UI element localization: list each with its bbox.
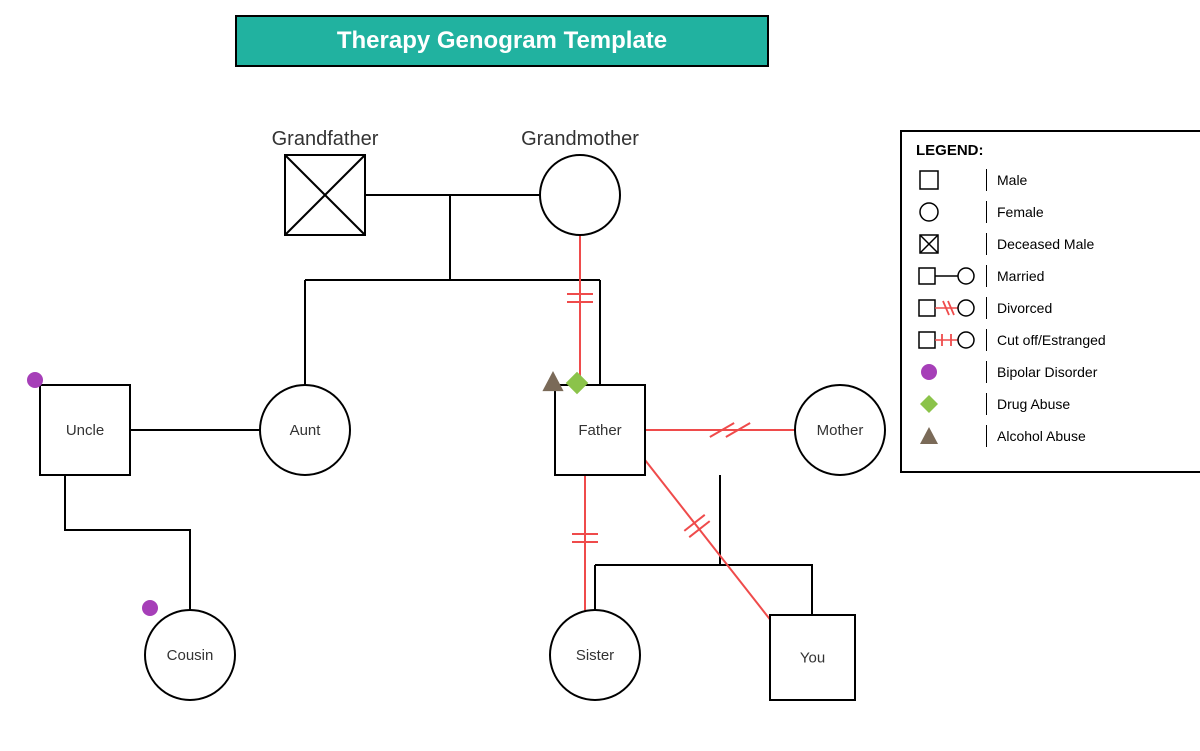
genogram-canvas: Therapy Genogram Template GrandfatherGra… [0, 0, 1200, 751]
svg-text:You: You [800, 650, 825, 667]
legend-title: LEGEND: [916, 142, 1196, 159]
legend-label: Alcohol Abuse [987, 428, 1086, 444]
legend-symbol-deceasedMale [916, 233, 987, 255]
legend-rows: Male Female Deceased Male Married Divorced Cu… [916, 169, 1196, 447]
legend-row-male: Male [916, 169, 1196, 191]
svg-text:Uncle: Uncle [66, 422, 104, 439]
legend-symbol-bipolar [916, 361, 987, 383]
svg-text:Grandfather: Grandfather [272, 128, 379, 150]
legend-label: Bipolar Disorder [987, 364, 1097, 380]
legend-label: Cut off/Estranged [987, 332, 1106, 348]
legend-symbol-female [916, 201, 987, 223]
legend-row-married: Married [916, 265, 1196, 287]
legend-label: Divorced [987, 300, 1052, 316]
legend-label: Deceased Male [987, 236, 1094, 252]
legend-label: Male [987, 172, 1027, 188]
legend-label: Married [987, 268, 1044, 284]
legend-label: Drug Abuse [987, 396, 1070, 412]
svg-text:Mother: Mother [817, 422, 864, 439]
svg-text:Aunt: Aunt [290, 422, 322, 439]
legend-row-estranged: Cut off/Estranged [916, 329, 1196, 351]
legend-row-deceasedMale: Deceased Male [916, 233, 1196, 255]
legend-symbol-drug [916, 393, 987, 415]
svg-text:Cousin: Cousin [167, 647, 214, 664]
svg-text:Sister: Sister [576, 647, 614, 664]
legend-label: Female [987, 204, 1044, 220]
legend-row-divorced: Divorced [916, 297, 1196, 319]
legend-row-female: Female [916, 201, 1196, 223]
legend-row-alcohol: Alcohol Abuse [916, 425, 1196, 447]
legend-box: LEGEND: Male Female Deceased Male Married Di… [900, 130, 1200, 473]
legend-row-bipolar: Bipolar Disorder [916, 361, 1196, 383]
legend-symbol-male [916, 169, 987, 191]
svg-text:Father: Father [578, 422, 621, 439]
legend-symbol-divorced [916, 297, 987, 319]
legend-symbol-estranged [916, 329, 987, 351]
svg-text:Grandmother: Grandmother [521, 128, 639, 150]
legend-row-drug: Drug Abuse [916, 393, 1196, 415]
legend-symbol-alcohol [916, 425, 987, 447]
legend-symbol-married [916, 265, 987, 287]
